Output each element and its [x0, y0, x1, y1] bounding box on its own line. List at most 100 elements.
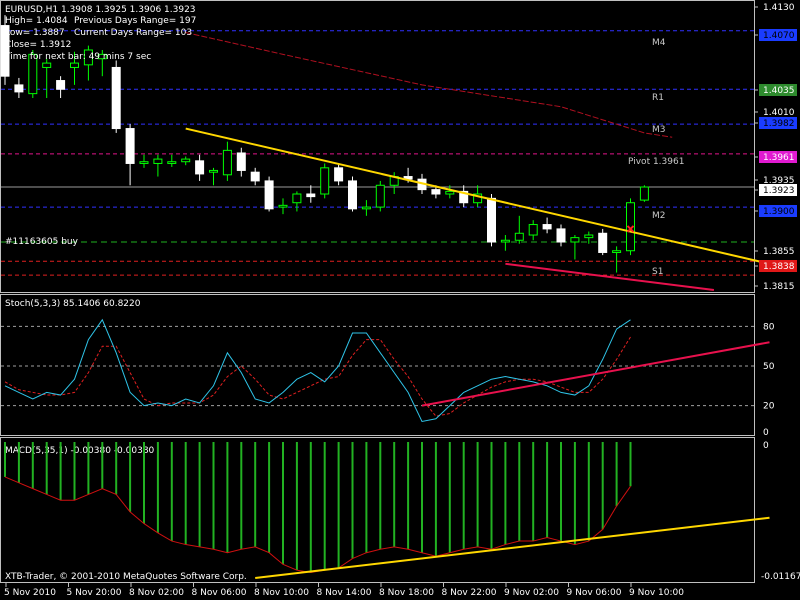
stoch-trend-line[interactable] — [421, 341, 770, 407]
time-label: 8 Nov 18:00 — [379, 588, 434, 598]
candle[interactable] — [514, 215, 524, 244]
candle[interactable] — [306, 185, 316, 203]
candle[interactable] — [528, 220, 538, 241]
candle[interactable] — [250, 167, 260, 186]
candle-body-bull — [209, 169, 218, 173]
macd-panel-frame — [0, 437, 755, 583]
candle[interactable] — [375, 180, 385, 212]
candle[interactable] — [570, 235, 580, 260]
candle[interactable] — [292, 191, 302, 212]
candle[interactable] — [487, 194, 496, 247]
price-label-text: 1.4010 — [763, 108, 795, 118]
candle[interactable] — [139, 154, 149, 168]
candle[interactable] — [334, 163, 344, 186]
price-label: 1.4010 — [754, 108, 795, 118]
candle-body-bull — [320, 167, 330, 195]
candle[interactable] — [612, 246, 622, 273]
candle[interactable] — [14, 77, 24, 98]
candle[interactable] — [56, 76, 66, 98]
candle-body-bear — [236, 152, 246, 171]
candle-body-bear — [14, 84, 24, 93]
candle-body-bull — [514, 232, 524, 241]
candle[interactable] — [278, 198, 288, 215]
candle-body-bear — [431, 189, 441, 195]
candlesticks[interactable] — [0, 15, 649, 273]
candle-body-bull — [70, 62, 79, 68]
candle[interactable] — [459, 185, 469, 208]
candle[interactable] — [83, 45, 93, 81]
price-label-text: 1.3838 — [763, 262, 795, 272]
candle-body-bull — [28, 53, 38, 95]
candle-body-bear — [487, 197, 496, 243]
candle-body-bear — [334, 167, 344, 182]
order-mark-b — [626, 225, 635, 233]
candle-body-bull — [292, 193, 302, 204]
time-label: 9 Nov 02:00 — [504, 588, 559, 598]
price-label: 1.3855 — [754, 247, 795, 257]
macd-trend-line[interactable] — [255, 516, 770, 579]
price-label-text: 1.4070 — [763, 31, 795, 41]
price-label-text: 1.4035 — [763, 86, 795, 96]
macd-trendline[interactable] — [255, 516, 770, 579]
candle[interactable] — [153, 154, 163, 177]
time-label: 9 Nov 10:00 — [629, 588, 684, 598]
price-label-text: 1.3815 — [763, 282, 795, 292]
candle[interactable] — [584, 231, 594, 244]
moving-average — [185, 32, 673, 138]
stoch-panel-frame — [0, 294, 755, 436]
candle-body-bull — [639, 186, 649, 201]
price-label-bg — [759, 84, 797, 96]
candle-body-bear — [348, 180, 357, 210]
macd-line-path — [4, 476, 631, 574]
candle[interactable] — [626, 198, 635, 256]
candle[interactable] — [70, 51, 79, 85]
candle[interactable] — [209, 167, 218, 186]
price-label-bg — [759, 151, 797, 163]
candle[interactable] — [556, 224, 566, 247]
candle[interactable] — [181, 156, 191, 166]
candle[interactable] — [167, 154, 177, 167]
candle[interactable] — [236, 147, 246, 177]
candle[interactable] — [500, 235, 510, 251]
price-label-text: 1.4130 — [763, 3, 795, 13]
candle[interactable] — [361, 200, 371, 216]
lower-trendline[interactable] — [505, 262, 715, 291]
time-label: 8 Nov 10:00 — [254, 588, 309, 598]
candle-body-bull — [626, 202, 635, 252]
candle[interactable] — [598, 228, 608, 256]
price-label: 1.3982 — [754, 117, 797, 129]
candle[interactable] — [125, 124, 135, 186]
candle[interactable] — [264, 176, 274, 212]
candle[interactable] — [222, 141, 232, 181]
candle-body-bear — [111, 66, 121, 130]
candle[interactable] — [97, 50, 107, 77]
candle-body-bull — [139, 161, 149, 164]
candle[interactable] — [28, 50, 38, 98]
candle[interactable] — [195, 154, 205, 181]
stoch-signal-line — [4, 336, 631, 417]
order-marker — [626, 225, 635, 233]
m4-label: M4 — [652, 38, 666, 48]
stoch-level-label: 50 — [763, 362, 775, 372]
upper-trendline[interactable] — [185, 127, 770, 265]
r1-label: R1 — [652, 93, 664, 103]
candle-body-bear — [125, 128, 135, 164]
price-label-text: 1.3855 — [763, 247, 795, 257]
stoch-trendline[interactable] — [421, 341, 770, 407]
price-label: 1.3838 — [754, 260, 797, 272]
candle[interactable] — [348, 176, 357, 212]
candle[interactable] — [445, 185, 455, 199]
candle[interactable] — [320, 163, 330, 199]
candle[interactable] — [639, 185, 649, 202]
candle-body-bull — [361, 206, 371, 210]
high-line: High= 1.4084 — [5, 16, 68, 26]
candle[interactable] — [542, 217, 552, 234]
candle[interactable] — [42, 58, 52, 98]
candle[interactable] — [0, 15, 10, 85]
timer-line: Time for next bar: 49 mins 7 sec — [4, 52, 151, 62]
candle[interactable] — [111, 60, 121, 133]
price-trendlines[interactable] — [185, 127, 770, 291]
stoch-levels: 80 50 20 0 — [1, 322, 775, 438]
